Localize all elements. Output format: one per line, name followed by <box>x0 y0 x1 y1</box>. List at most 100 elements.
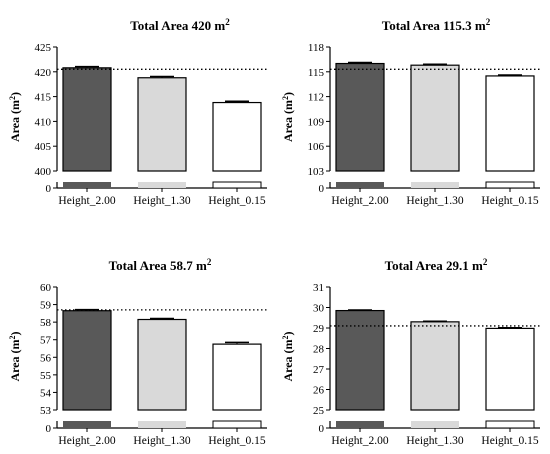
bar-stub-3 <box>212 420 262 429</box>
bar-stub-1 <box>336 421 384 428</box>
y-axis-label-text: Area (m <box>281 100 295 142</box>
bar-stub-3 <box>485 181 535 189</box>
y-tick-label: 410 <box>35 116 52 128</box>
chart-title-superscript: 2 <box>207 257 212 267</box>
y-tick-label: 103 <box>308 166 325 178</box>
bar-stub-1 <box>63 421 111 428</box>
bar-3 <box>485 75 535 172</box>
bar-stub-2 <box>411 182 459 188</box>
y-tick-label: 31 <box>313 282 324 294</box>
y-tick-label: 59 <box>40 300 52 312</box>
y-tick-label-zero: 0 <box>46 183 52 195</box>
y-axis-label: Area (m2) <box>281 331 295 381</box>
x-tick-label: Height_2.00 <box>331 435 388 447</box>
bar-3 <box>485 327 535 411</box>
x-tick-label: Height_0.15 <box>481 195 538 207</box>
y-tick-label: 30 <box>313 303 325 315</box>
y-tick-label: 56 <box>40 352 52 364</box>
bar-3 <box>212 343 262 411</box>
bar-2 <box>137 318 187 411</box>
bar-stub-2 <box>411 421 459 428</box>
y-tick-label: 29 <box>313 323 325 335</box>
bar-stub-3 <box>212 181 262 189</box>
x-tick-label: Height_2.00 <box>58 435 115 447</box>
y-tick-label: 58 <box>40 317 52 329</box>
chart-title: Total Area 58.7 m2 <box>109 257 212 273</box>
x-tick-label: Height_1.30 <box>406 195 463 207</box>
bar-2 <box>410 321 460 411</box>
x-tick-label: Height_1.30 <box>133 195 190 207</box>
y-axis-label: Area (m2) <box>8 331 22 381</box>
y-tick-label: 400 <box>35 166 52 178</box>
x-tick-label: Height_2.00 <box>331 195 388 207</box>
y-tick-label: 420 <box>35 67 52 79</box>
y-axis-label-text: Area (m <box>8 100 22 142</box>
bar-3 <box>212 101 262 172</box>
bar-stub-1 <box>336 182 384 188</box>
bar-1 <box>335 309 385 411</box>
x-tick-label: Height_0.15 <box>481 435 538 447</box>
chart-title: Total Area 115.3 m2 <box>382 17 491 33</box>
chart-title: Total Area 420 m2 <box>130 17 230 33</box>
x-tick-label: Height_0.15 <box>208 195 265 207</box>
y-tick-label: 118 <box>308 42 325 54</box>
chart-title-text: Total Area 58.7 m <box>109 258 207 273</box>
bar-stub-1 <box>63 182 111 188</box>
x-tick-label: Height_1.30 <box>133 435 190 447</box>
y-tick-label: 112 <box>308 92 324 104</box>
y-axis-label-end: ) <box>281 331 295 335</box>
y-axis-label-superscript: 2 <box>8 335 17 339</box>
y-tick-label: 28 <box>313 344 325 356</box>
y-axis-label-text: Area (m <box>8 339 22 381</box>
x-tick-label: Height_2.00 <box>58 195 115 207</box>
y-tick-label: 55 <box>40 370 52 382</box>
y-tick-label: 425 <box>35 42 52 54</box>
chart-title: Total Area 29.1 m2 <box>385 257 488 273</box>
x-tick-label: Height_1.30 <box>406 435 463 447</box>
y-axis-label: Area (m2) <box>8 92 22 142</box>
chart-title-text: Total Area 29.1 m <box>385 258 483 273</box>
x-tick-label: Height_0.15 <box>208 435 265 447</box>
y-tick-label: 53 <box>40 405 52 417</box>
y-axis-label-superscript: 2 <box>281 335 290 339</box>
y-axis-label-end: ) <box>8 92 22 96</box>
y-tick-label-zero: 0 <box>319 423 325 435</box>
y-tick-label: 54 <box>40 387 52 399</box>
y-axis-label-text: Area (m <box>281 339 295 381</box>
bar-stub-2 <box>138 182 186 188</box>
bar-stub-2 <box>138 421 186 428</box>
bar-2 <box>410 64 460 172</box>
chart-title-text: Total Area 115.3 m <box>382 18 486 33</box>
y-tick-label: 60 <box>40 282 52 294</box>
y-axis-label-superscript: 2 <box>8 96 17 100</box>
chart-title-superscript: 2 <box>486 17 491 27</box>
y-tick-label: 25 <box>313 405 325 417</box>
bar-1 <box>62 310 112 411</box>
chart-title-superscript: 2 <box>483 257 488 267</box>
bar-2 <box>137 77 187 172</box>
y-tick-label: 26 <box>313 385 325 397</box>
bar-stub-3 <box>485 420 535 429</box>
chart-title-text: Total Area 420 m <box>130 18 225 33</box>
y-tick-label: 415 <box>35 92 52 104</box>
y-tick-label: 27 <box>313 364 325 376</box>
y-axis-label-superscript: 2 <box>281 96 290 100</box>
bar-1 <box>62 67 112 172</box>
y-tick-label: 57 <box>40 335 52 347</box>
bar-1 <box>335 62 385 172</box>
y-axis-label-end: ) <box>8 331 22 335</box>
y-tick-label: 405 <box>35 141 52 153</box>
y-tick-label-zero: 0 <box>46 423 52 435</box>
y-tick-label-zero: 0 <box>319 183 325 195</box>
y-axis-label: Area (m2) <box>281 92 295 142</box>
y-tick-label: 109 <box>308 116 325 128</box>
y-axis-label-end: ) <box>281 92 295 96</box>
y-tick-label: 106 <box>308 141 325 153</box>
y-tick-label: 115 <box>308 67 325 79</box>
chart-title-superscript: 2 <box>225 17 230 27</box>
